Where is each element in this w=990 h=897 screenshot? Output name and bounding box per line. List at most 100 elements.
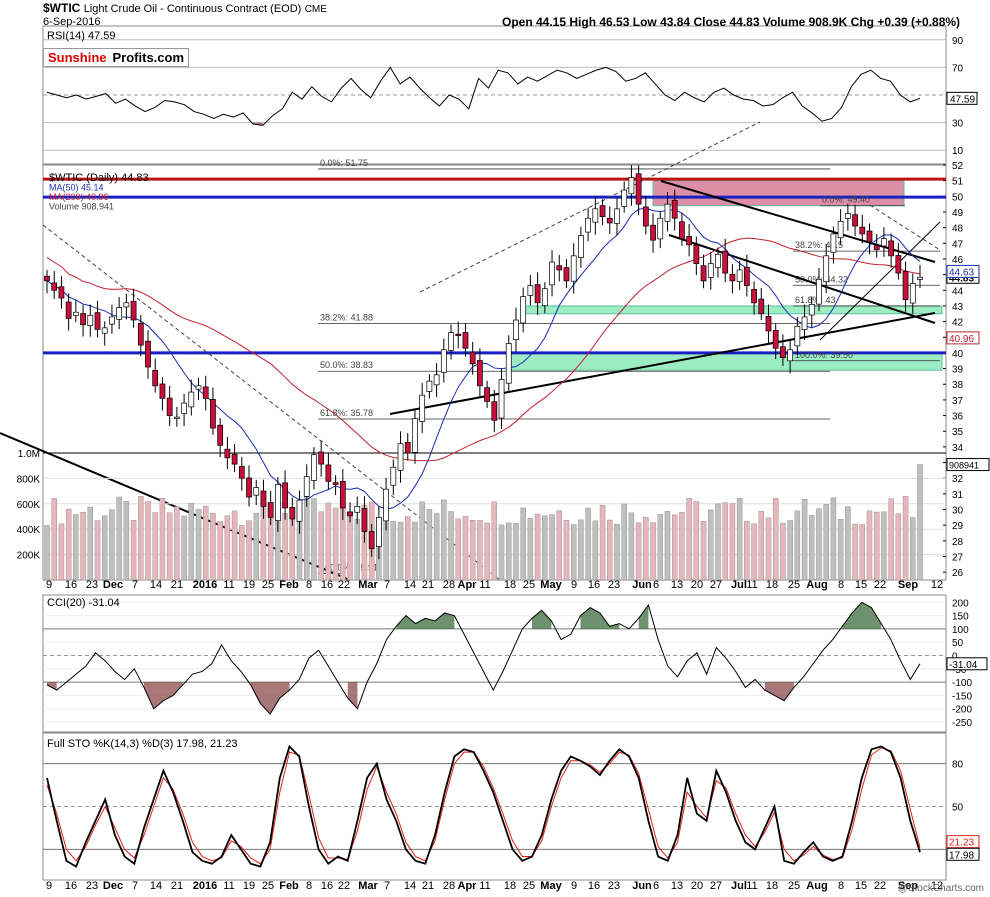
logo-part2: Profits.com [112,50,185,65]
x-axis-label: 28 [443,579,455,591]
fib-level-label: 0.0%: 49.40 [822,195,870,205]
volume-bar [902,496,909,581]
cci-tick-label: -250 [952,718,972,729]
price-legend-item: $WTIC (Daily) 44.83 [49,172,149,184]
volume-bar [614,523,620,581]
price-candle [794,325,801,347]
volume-bar [246,520,252,581]
volume-bar [751,523,757,581]
x-axis-label: May [540,579,562,591]
volume-bar [239,525,245,581]
rsi-line [46,66,921,126]
price-candle [51,282,58,291]
rsi-tick-label: 30 [952,119,964,130]
x-axis-label: 14 [150,880,162,892]
volume-bar [708,509,714,581]
price-candle [599,205,606,218]
price-candle [881,238,887,247]
price-candle [58,286,65,299]
volume-bar [318,511,324,581]
exchange: CME [304,4,327,15]
volume-bar [80,511,86,581]
price-candle [311,454,317,481]
price-tick-label: 52 [952,161,964,172]
x-axis-label: 16 [65,579,77,591]
fib-level-label: 38.2%: 46.5 [795,240,843,250]
price-candle [808,304,815,316]
price-candle [448,332,454,351]
x-axis-label: 19 [243,880,255,892]
x-axis-label: 16 [65,880,77,892]
volume-bar [87,506,94,581]
volume-bar [542,515,548,581]
price-candle [823,255,830,282]
x-axis-label: 16 [321,579,333,591]
volume-bar [159,498,166,581]
volume-bar [845,506,851,581]
price-candle [736,269,743,283]
volume-current-box [946,458,990,472]
price-candle [837,221,844,239]
x-axis-label: 15 [855,579,867,591]
volume-bar [823,504,829,581]
cci-tick-label: -100 [952,678,972,689]
volume-bar [513,522,519,581]
x-axis-label: 25 [262,880,274,892]
price-candle [354,506,361,513]
volume-bar [44,525,50,581]
x-axis-label: 13 [671,579,683,591]
cci-oversold-fill [47,682,57,691]
x-axis-label: 8 [838,880,844,892]
volume-bar [311,498,317,581]
price-tick-label: 37 [952,396,964,407]
volume-bar [881,511,887,581]
x-axis-label: 25 [523,880,535,892]
x-axis-label: 11 [479,579,490,591]
volume-bar [664,511,671,581]
price-candle [231,453,238,465]
price-candle [549,261,555,286]
fib-level-label: 0.0%: 51.75 [320,158,368,168]
watermark-credit: @StockCharts.com [897,883,984,894]
volume-bar [412,521,418,581]
cci-overbought-fill [638,604,649,629]
price-tick-label: 32 [952,474,964,485]
price-candle [253,487,260,496]
price-tick-label: 39 [952,365,964,376]
volume-bar [109,509,115,581]
x-axis-label: 8 [838,579,844,591]
volume-bar [188,502,195,581]
price-tick-label: 30 [952,506,964,517]
x-axis-label: 7 [384,880,390,892]
volume-bar [715,503,721,581]
volume-bar [123,501,130,581]
x-axis-label: 7 [132,880,138,892]
price-candle [238,466,245,479]
volume-tick-label: 600K [17,500,41,511]
price-candle [743,266,750,286]
trend-line [389,312,936,415]
price-candle [210,399,216,429]
volume-bar [174,506,180,581]
rsi-legend: RSI(14) 47.59 [47,30,115,42]
cci-tick-label: 50 [952,638,964,649]
volume-bar [534,513,541,581]
x-axis-label: Aug [806,880,827,892]
price-candle [130,300,137,321]
price-candle [628,177,635,195]
volume-bar [643,517,649,581]
x-axis-label: 16 [321,880,333,892]
x-axis-label: 9 [46,880,52,892]
volume-bar [628,512,635,581]
close-value: Close 44.83 [693,15,760,29]
price-current-label: 44.63 [949,267,974,278]
price-candle [578,235,584,258]
volume-bar [866,510,873,581]
cci-line [46,601,921,715]
price-candle [455,333,462,337]
x-axis-label: 8 [306,579,312,591]
price-candle [440,349,447,373]
price-candle [80,313,86,326]
volume-bar [405,516,411,581]
